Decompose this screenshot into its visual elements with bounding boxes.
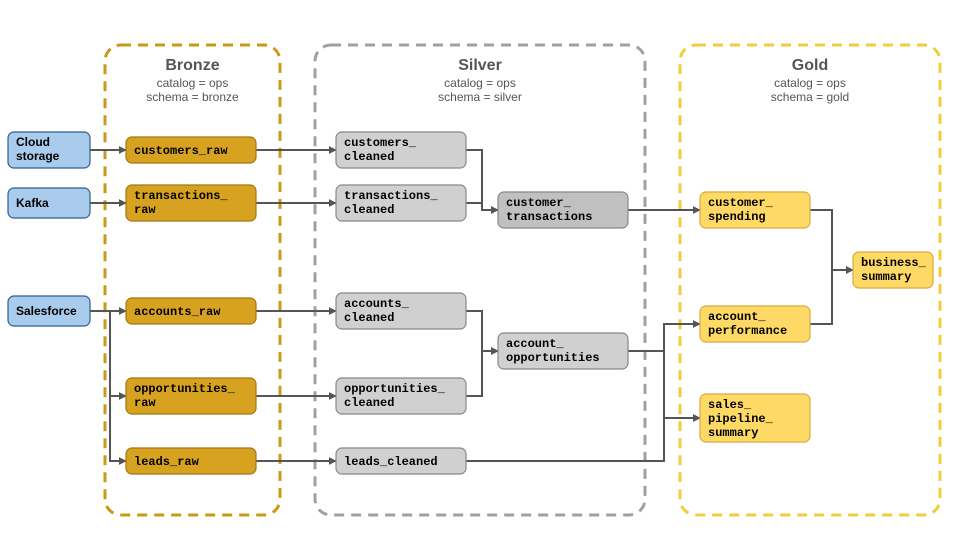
node-s_txn_clean: transactions_cleaned bbox=[336, 185, 466, 221]
node-label: Kafka bbox=[16, 196, 49, 210]
zone-bronze: Bronze catalog = opsschema = bronze bbox=[105, 45, 280, 515]
node-label: opportunities bbox=[506, 351, 600, 365]
node-s_cust_clean: customers_cleaned bbox=[336, 132, 466, 168]
zone-sub: schema = bronze bbox=[146, 90, 239, 104]
node-g_cust_spend: customer_spending bbox=[700, 192, 810, 228]
zone-sub: catalog = ops bbox=[774, 76, 846, 90]
zone-silver: Silver catalog = opsschema = silver bbox=[315, 45, 645, 515]
node-label: raw bbox=[134, 396, 156, 410]
node-label: pipeline_ bbox=[708, 412, 774, 426]
node-label: spending bbox=[708, 210, 766, 224]
node-label: cleaned bbox=[344, 203, 394, 217]
node-label: sales_ bbox=[708, 398, 752, 412]
node-label: raw bbox=[134, 203, 156, 217]
node-b_leads: leads_raw bbox=[126, 448, 256, 474]
node-s_opps_clean: opportunities_cleaned bbox=[336, 378, 466, 414]
node-s_cust_txn: customer_transactions bbox=[498, 192, 628, 228]
node-src_cloud: Cloudstorage bbox=[8, 132, 90, 168]
node-label: leads_cleaned bbox=[344, 455, 438, 469]
node-label: opportunities_ bbox=[344, 382, 446, 396]
node-label: cleaned bbox=[344, 311, 394, 325]
node-g_acct_perf: account_performance bbox=[700, 306, 810, 342]
node-src_sf: Salesforce bbox=[8, 296, 90, 326]
node-label: opportunities_ bbox=[134, 382, 236, 396]
edge bbox=[466, 203, 498, 210]
node-label: leads_raw bbox=[134, 455, 200, 469]
edge bbox=[628, 324, 700, 351]
node-s_leads_clean: leads_cleaned bbox=[336, 448, 466, 474]
node-label: Salesforce bbox=[16, 304, 77, 318]
edge bbox=[466, 351, 498, 396]
node-label: accounts_ bbox=[344, 297, 410, 311]
node-src_kafka: Kafka bbox=[8, 188, 90, 218]
edge bbox=[466, 150, 498, 210]
node-label: account_ bbox=[708, 310, 766, 324]
node-label: performance bbox=[708, 324, 787, 338]
edge bbox=[466, 311, 498, 351]
node-label: customer_ bbox=[708, 196, 774, 210]
node-label: customer_ bbox=[506, 196, 572, 210]
node-g_biz_sum: business_summary bbox=[853, 252, 933, 288]
node-label: account_ bbox=[506, 337, 564, 351]
edge bbox=[90, 311, 126, 461]
node-label: transactions bbox=[506, 210, 592, 224]
node-label: cleaned bbox=[344, 396, 394, 410]
node-label: customers_ bbox=[344, 136, 417, 150]
medallion-diagram: Bronzecatalog = opsschema = bronzeSilver… bbox=[0, 0, 960, 540]
node-label: summary bbox=[708, 426, 758, 440]
node-label: transactions_ bbox=[134, 189, 228, 203]
nodes-layer: CloudstorageKafkaSalesforcecustomers_raw… bbox=[8, 132, 933, 474]
edge bbox=[810, 270, 853, 324]
node-label: summary bbox=[861, 270, 911, 284]
edge bbox=[466, 418, 700, 461]
node-label: customers_raw bbox=[134, 144, 228, 158]
zone-sub: schema = gold bbox=[771, 90, 849, 104]
edge bbox=[810, 210, 853, 270]
node-label: accounts_raw bbox=[134, 305, 221, 319]
node-label: transactions_ bbox=[344, 189, 438, 203]
node-b_accounts: accounts_raw bbox=[126, 298, 256, 324]
edge bbox=[90, 311, 126, 396]
node-b_customers: customers_raw bbox=[126, 137, 256, 163]
zone-title: Gold bbox=[792, 57, 828, 74]
zone-title: Silver bbox=[458, 57, 502, 74]
edge bbox=[628, 351, 700, 418]
zone-title: Bronze bbox=[165, 57, 219, 74]
node-s_acct_opps: account_opportunities bbox=[498, 333, 628, 369]
zone-sub: catalog = ops bbox=[444, 76, 516, 90]
node-label: storage bbox=[16, 149, 60, 163]
node-label: business_ bbox=[861, 256, 927, 270]
node-label: Cloud bbox=[16, 135, 50, 149]
node-g_sales_pipe: sales_pipeline_summary bbox=[700, 394, 810, 442]
node-b_opps: opportunities_raw bbox=[126, 378, 256, 414]
zone-sub: catalog = ops bbox=[157, 76, 229, 90]
node-label: cleaned bbox=[344, 150, 394, 164]
zone-sub: schema = silver bbox=[438, 90, 522, 104]
node-b_txn: transactions_raw bbox=[126, 185, 256, 221]
node-s_acct_clean: accounts_cleaned bbox=[336, 293, 466, 329]
